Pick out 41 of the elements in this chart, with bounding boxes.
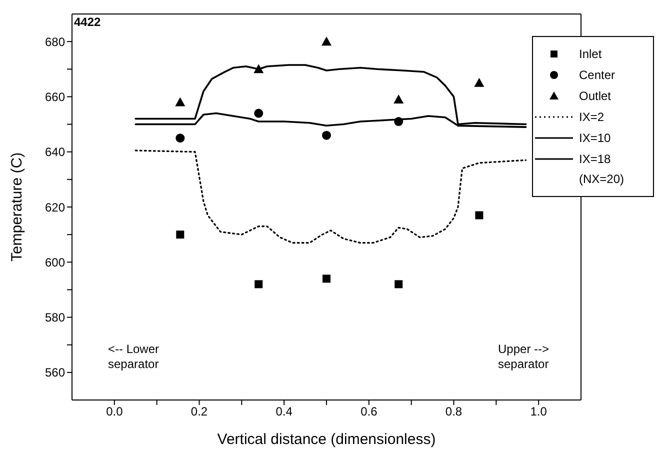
annotation: Upper --> separator: [498, 342, 550, 372]
point: [322, 36, 332, 46]
point: [322, 274, 330, 283]
x-axis-title: Vertical distance (dimensionless): [217, 431, 436, 448]
legend-label: Outlet: [579, 88, 612, 102]
x-tick-label: 0.2: [190, 404, 208, 419]
point: [394, 280, 403, 288]
point: [175, 97, 186, 106]
point: [176, 230, 184, 239]
y-tick-label: 620: [44, 200, 66, 214]
y-tick-label: 600: [44, 255, 66, 270]
point: [394, 117, 404, 126]
point: [176, 134, 185, 143]
y-tick-label: 660: [44, 90, 66, 104]
y-tick-label: 680: [44, 34, 66, 49]
x-tick-label: 0.6: [360, 404, 378, 419]
legend-label: IX=2: [579, 110, 604, 124]
point: [254, 108, 264, 118]
annotation: <-- Lower separator: [108, 342, 160, 372]
x-tick-label: 1.0: [530, 404, 548, 419]
legend-label: IX=18: [579, 152, 611, 166]
y-tick-label: 640: [44, 145, 66, 160]
point: [475, 211, 484, 220]
line-series: [134, 150, 527, 244]
legend-label: IX=10: [579, 130, 611, 144]
point: [254, 64, 264, 74]
point: [474, 78, 484, 87]
y-tick-label: 560: [44, 366, 66, 380]
point: [322, 130, 331, 140]
legend-label: Center: [579, 68, 616, 82]
legend-label: Inlet: [579, 46, 602, 60]
point: [254, 280, 263, 288]
x-tick-label: 0.4: [276, 404, 293, 419]
legend-title: (NX=20): [578, 171, 626, 188]
y-tick-label: 580: [44, 310, 66, 325]
point: [394, 94, 404, 104]
line-series: [134, 64, 527, 126]
y-axis-title: Temperature (C): [8, 152, 26, 262]
annotation: 4422: [74, 15, 102, 30]
x-tick-label: 0.8: [445, 404, 462, 419]
x-tick-label: 0.0: [106, 404, 124, 419]
